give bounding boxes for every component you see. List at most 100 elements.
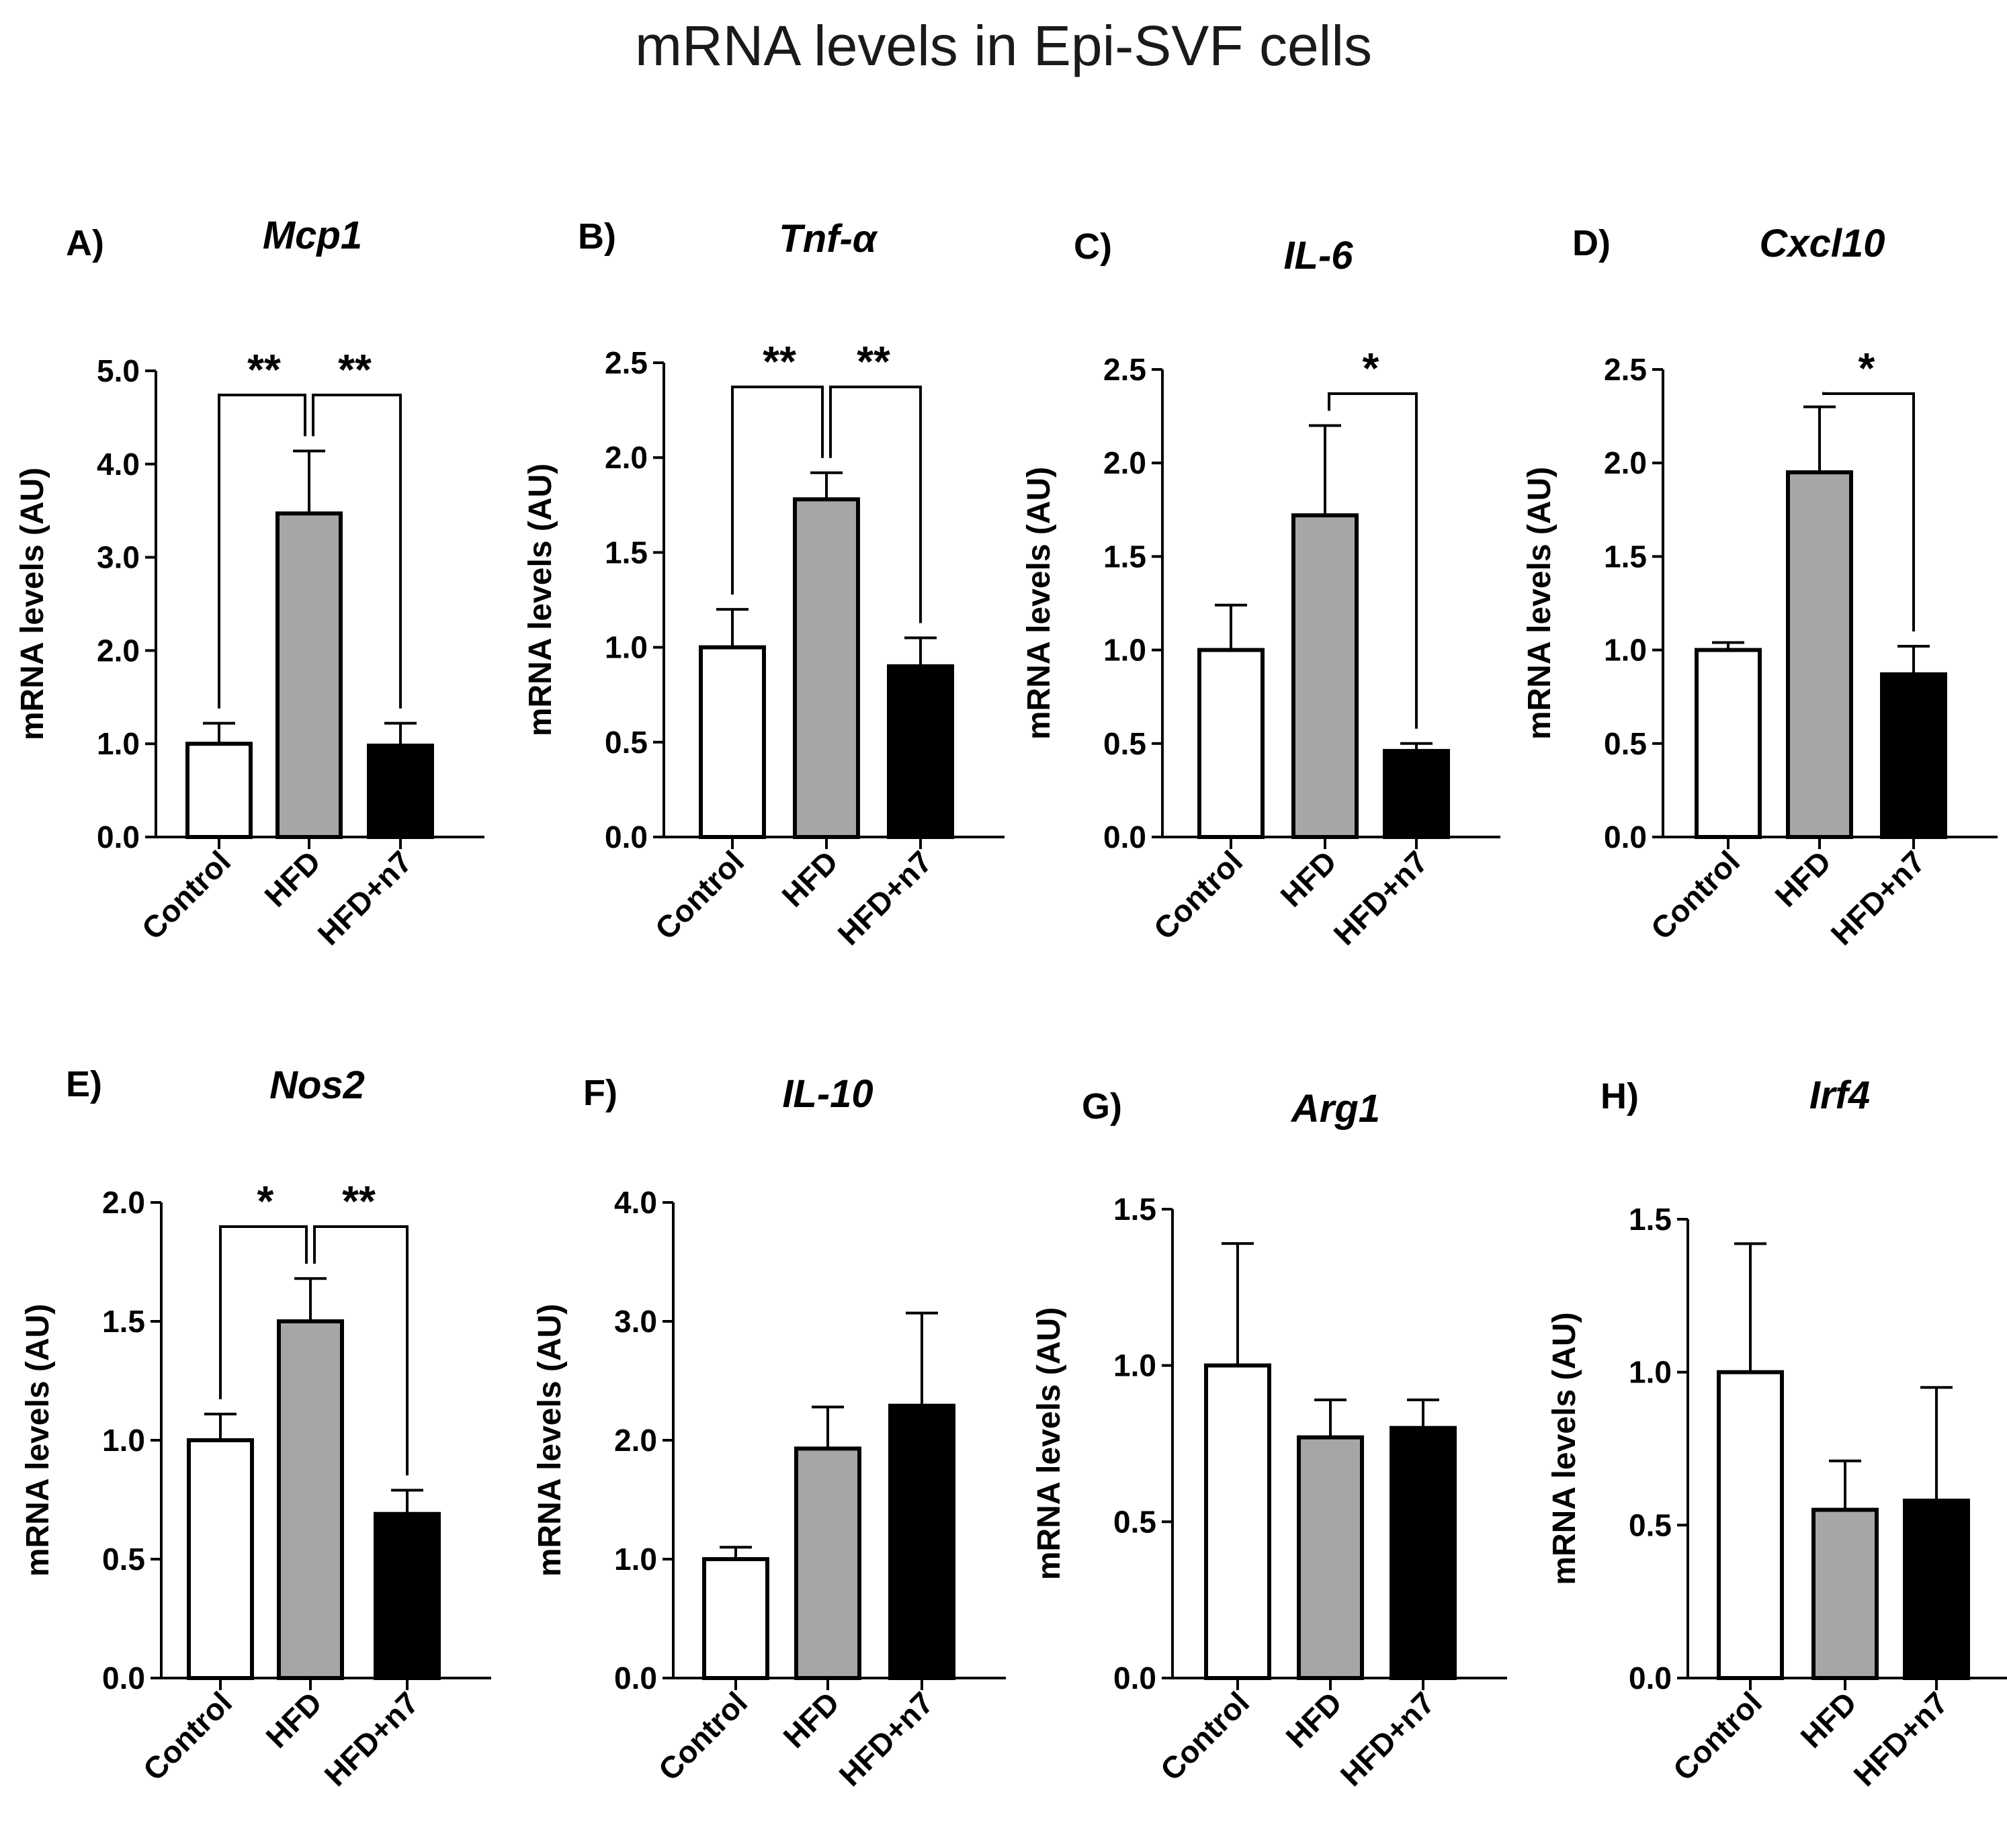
x-tick-label: HFD [1279, 1685, 1349, 1755]
panel-b: B) Tnf-α mRNA levels (AU) 0.0 0.5 1.0 1.5 2.0 2.… [523, 216, 1005, 952]
x-tick-label: HFD [776, 1685, 846, 1755]
y-axis-label: mRNA levels (AU) [1021, 467, 1057, 740]
x-tick-label: HFD [775, 844, 845, 914]
panel-letter: C) [1074, 226, 1112, 267]
y-axis-label: mRNA levels (AU) [523, 464, 558, 736]
x-tick-label: HFD+n7 [1846, 1685, 1955, 1793]
panel-g: G) Arg1 mRNA levels (AU) 0.0 0.5 1.0 1.5 Contro… [1031, 1086, 1507, 1793]
panel-letter: H) [1600, 1076, 1639, 1116]
panel-letter: E) [66, 1064, 102, 1104]
x-tick-label: HFD [257, 844, 327, 914]
panel-title: IL-6 [1283, 234, 1353, 277]
panel-title: IL-10 [782, 1072, 873, 1116]
y-tick-label: 1.0 [102, 1423, 145, 1458]
panel-title: Mcp1 [263, 214, 362, 257]
y-tick-label: 0.0 [1103, 820, 1146, 854]
y-tick-label: 1.0 [1604, 633, 1647, 668]
significance-label: ** [338, 345, 372, 394]
y-tick-label: 1.5 [102, 1304, 145, 1339]
bar-control [1717, 1370, 1784, 1680]
panel-title: Irf4 [1809, 1073, 1870, 1117]
significance-bracket [312, 394, 402, 709]
bar-hfd-plus-n7 [887, 664, 954, 840]
y-tick-label: 1.0 [1103, 633, 1146, 668]
y-tick-label: 1.5 [1629, 1202, 1672, 1237]
y-tick-label: 2.5 [605, 345, 648, 380]
significance-label: ** [763, 337, 796, 386]
y-tick-label: 4.0 [614, 1185, 657, 1220]
panel-title: Nos2 [269, 1063, 365, 1107]
bar-control [699, 645, 766, 839]
y-tick-label: 2.0 [1103, 445, 1146, 480]
panel-title: Tnf-α [779, 217, 878, 261]
panel-d: D) Cxcl10 mRNA levels (AU) 0.0 0.5 1.0 1.5 2.0 2… [1522, 222, 1998, 952]
panel-c: C) IL-6 mRNA levels (AU) 0.0 0.5 1.0 1.5 2.0 2.5… [1021, 226, 1500, 952]
y-tick-label: 2.0 [605, 440, 648, 475]
panel-f: F) IL-10 mRNA levels (AU) 0.0 1.0 2.0 3.0 4.0 Co… [532, 1072, 1006, 1793]
bar-control [1695, 648, 1762, 839]
bar-hfd-plus-n7 [367, 743, 434, 839]
x-tick-label: HFD+n7 [1824, 844, 1932, 952]
bar-hfd [1786, 470, 1853, 839]
panel-letter: D) [1572, 223, 1611, 263]
y-tick-label: 0.5 [1629, 1507, 1672, 1542]
bar-hfd [794, 1446, 861, 1680]
y-tick-label: 0.0 [1629, 1661, 1672, 1696]
bar-control [185, 742, 253, 839]
y-axis-label: mRNA levels (AU) [1522, 467, 1557, 740]
x-tick-label: HFD [1273, 844, 1343, 914]
panel-letter: B) [578, 216, 616, 257]
x-tick-label: HFD+n7 [1333, 1685, 1441, 1793]
y-tick-label: 1.0 [1629, 1355, 1672, 1390]
panel-e: E) Nos2 mRNA levels (AU) 0.0 0.5 1.0 1.5 2.0 Con… [20, 1063, 491, 1793]
x-tick-label: HFD+n7 [830, 844, 939, 952]
y-tick-label: 1.5 [1113, 1192, 1156, 1227]
x-tick-label: Control [1666, 1685, 1768, 1787]
significance-label: ** [247, 345, 281, 394]
bar-hfd-plus-n7 [1390, 1425, 1457, 1681]
panel-title: Arg1 [1290, 1087, 1380, 1131]
bar-hfd [1811, 1507, 1879, 1680]
x-tick-label: HFD+n7 [1326, 844, 1435, 952]
y-tick-label: 1.0 [605, 630, 648, 665]
x-tick-label: HFD+n7 [317, 1685, 425, 1793]
significance-bracket [829, 386, 922, 623]
y-tick-label: 3.0 [97, 540, 140, 575]
significance-label: ** [342, 1177, 376, 1225]
bar-hfd [275, 511, 343, 839]
y-tick-label: 4.0 [97, 447, 140, 482]
figure-title: mRNA levels in Epi-SVF cells [635, 14, 1372, 77]
y-tick-label: 2.0 [97, 633, 140, 668]
y-tick-label: 0.5 [1113, 1504, 1156, 1539]
bar-control [702, 1557, 769, 1680]
y-tick-label: 2.0 [1604, 445, 1647, 480]
significance-bracket [313, 1225, 409, 1476]
x-tick-label: HFD+n7 [310, 844, 419, 952]
significance-label: * [1859, 344, 1875, 392]
significance-bracket [219, 1225, 308, 1400]
bar-hfd [1291, 513, 1359, 839]
y-tick-label: 0.5 [102, 1542, 145, 1577]
y-tick-label: 1.5 [605, 535, 648, 570]
significance-bracket [218, 394, 306, 709]
x-tick-label: Control [135, 844, 237, 946]
significance-label: * [1363, 344, 1379, 392]
panel-a: A) Mcp1 mRNA levels (AU) 0.0 1.0 2.0 3.0 4.0 5.0… [15, 214, 484, 952]
panel-letter: G) [1082, 1086, 1122, 1127]
significance-bracket [731, 386, 824, 595]
y-tick-label: 0.5 [605, 725, 648, 760]
panel-title: Cxcl10 [1759, 222, 1885, 265]
x-tick-label: Control [652, 1685, 754, 1787]
x-tick-label: Control [1147, 844, 1249, 946]
x-tick-label: HFD [1768, 844, 1838, 914]
significance-bracket [1822, 392, 1915, 632]
panel-h: H) Irf4 mRNA levels (AU) 0.0 0.5 1.0 1.5 Contro… [1547, 1073, 2007, 1793]
significance-bracket [1328, 392, 1418, 729]
y-axis-label: mRNA levels (AU) [15, 468, 50, 740]
y-tick-label: 1.0 [614, 1542, 657, 1577]
bar-hfd [1297, 1435, 1364, 1681]
y-axis-label: mRNA levels (AU) [20, 1304, 56, 1577]
y-tick-label: 5.0 [97, 353, 140, 388]
